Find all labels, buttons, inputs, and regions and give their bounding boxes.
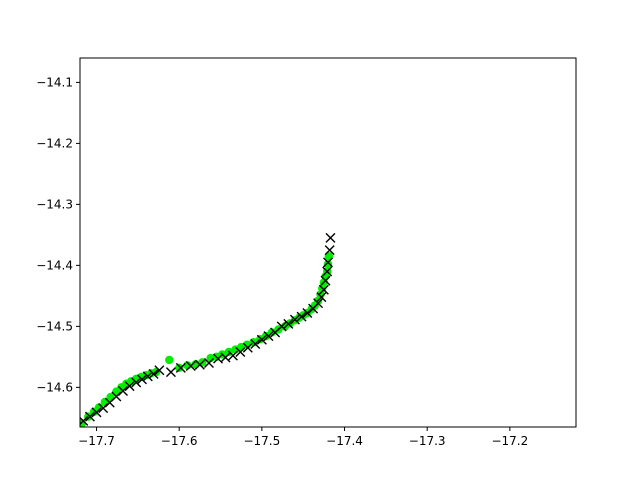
data-point-cross [124, 381, 135, 392]
x-tick-label: −17.5 [243, 434, 280, 448]
x-tick-label: −17.2 [491, 434, 528, 448]
x-tick-label: −17.7 [78, 434, 115, 448]
data-point-circle [165, 355, 174, 365]
data-point-cross [242, 342, 253, 353]
data-point-cross [203, 357, 214, 368]
data-point-cross [220, 352, 231, 363]
y-tick-label: −14.1 [36, 75, 73, 89]
data-point-cross [263, 331, 274, 342]
data-point-cross [111, 391, 122, 402]
data-point-cross [313, 298, 324, 309]
data-point-cross [289, 314, 300, 325]
x-tick-label: −17.3 [409, 434, 446, 448]
x-tick-label: −17.6 [161, 434, 198, 448]
data-point-circle [175, 363, 184, 373]
data-point-cross [325, 232, 336, 243]
data-point-cross [324, 245, 335, 256]
x-axis: −17.7 −17.6 −17.5 −17.4 −17.3 −17.2 [78, 427, 528, 448]
plot-frame [79, 57, 577, 428]
data-point-cross [320, 275, 331, 286]
data-point-cross [148, 368, 159, 379]
y-axis: −14.1 −14.2 −14.3 −14.4 −14.5 −14.6 [36, 75, 80, 394]
data-point-cross [91, 407, 102, 418]
y-tick-label: −14.3 [36, 197, 73, 211]
data-point-cross [276, 321, 287, 332]
data-point-cross [316, 292, 327, 303]
data-point-cross [117, 386, 128, 397]
data-point-circle [323, 259, 333, 269]
data-point-cross [302, 307, 313, 318]
data-point-cross [84, 411, 95, 422]
data-point-cross [283, 318, 294, 329]
plot-marks [80, 232, 336, 427]
data-point-circle [324, 252, 334, 261]
data-point-cross [227, 350, 238, 361]
data-point-cross [131, 377, 142, 388]
data-point-cross [142, 371, 153, 382]
data-point-cross [98, 403, 109, 414]
y-tick-label: −14.4 [36, 258, 73, 272]
data-point-cross [165, 367, 176, 378]
y-tick-label: −14.2 [36, 136, 73, 150]
data-point-cross [194, 359, 205, 370]
y-tick-label: −14.5 [36, 319, 73, 333]
data-point-cross [185, 361, 196, 372]
series-1 [80, 232, 336, 426]
data-point-cross [318, 284, 329, 295]
data-point-cross [256, 334, 267, 345]
data-point-cross [250, 339, 261, 350]
data-point-cross [323, 257, 333, 268]
data-point-cross [175, 362, 186, 373]
data-point-cross [322, 266, 333, 277]
y-tick-label: −14.6 [36, 380, 73, 394]
data-point-cross [235, 346, 246, 357]
data-point-cross [137, 374, 147, 385]
data-point-cross [154, 365, 165, 376]
data-point-cross [296, 311, 307, 322]
x-tick-label: −17.4 [326, 434, 363, 448]
